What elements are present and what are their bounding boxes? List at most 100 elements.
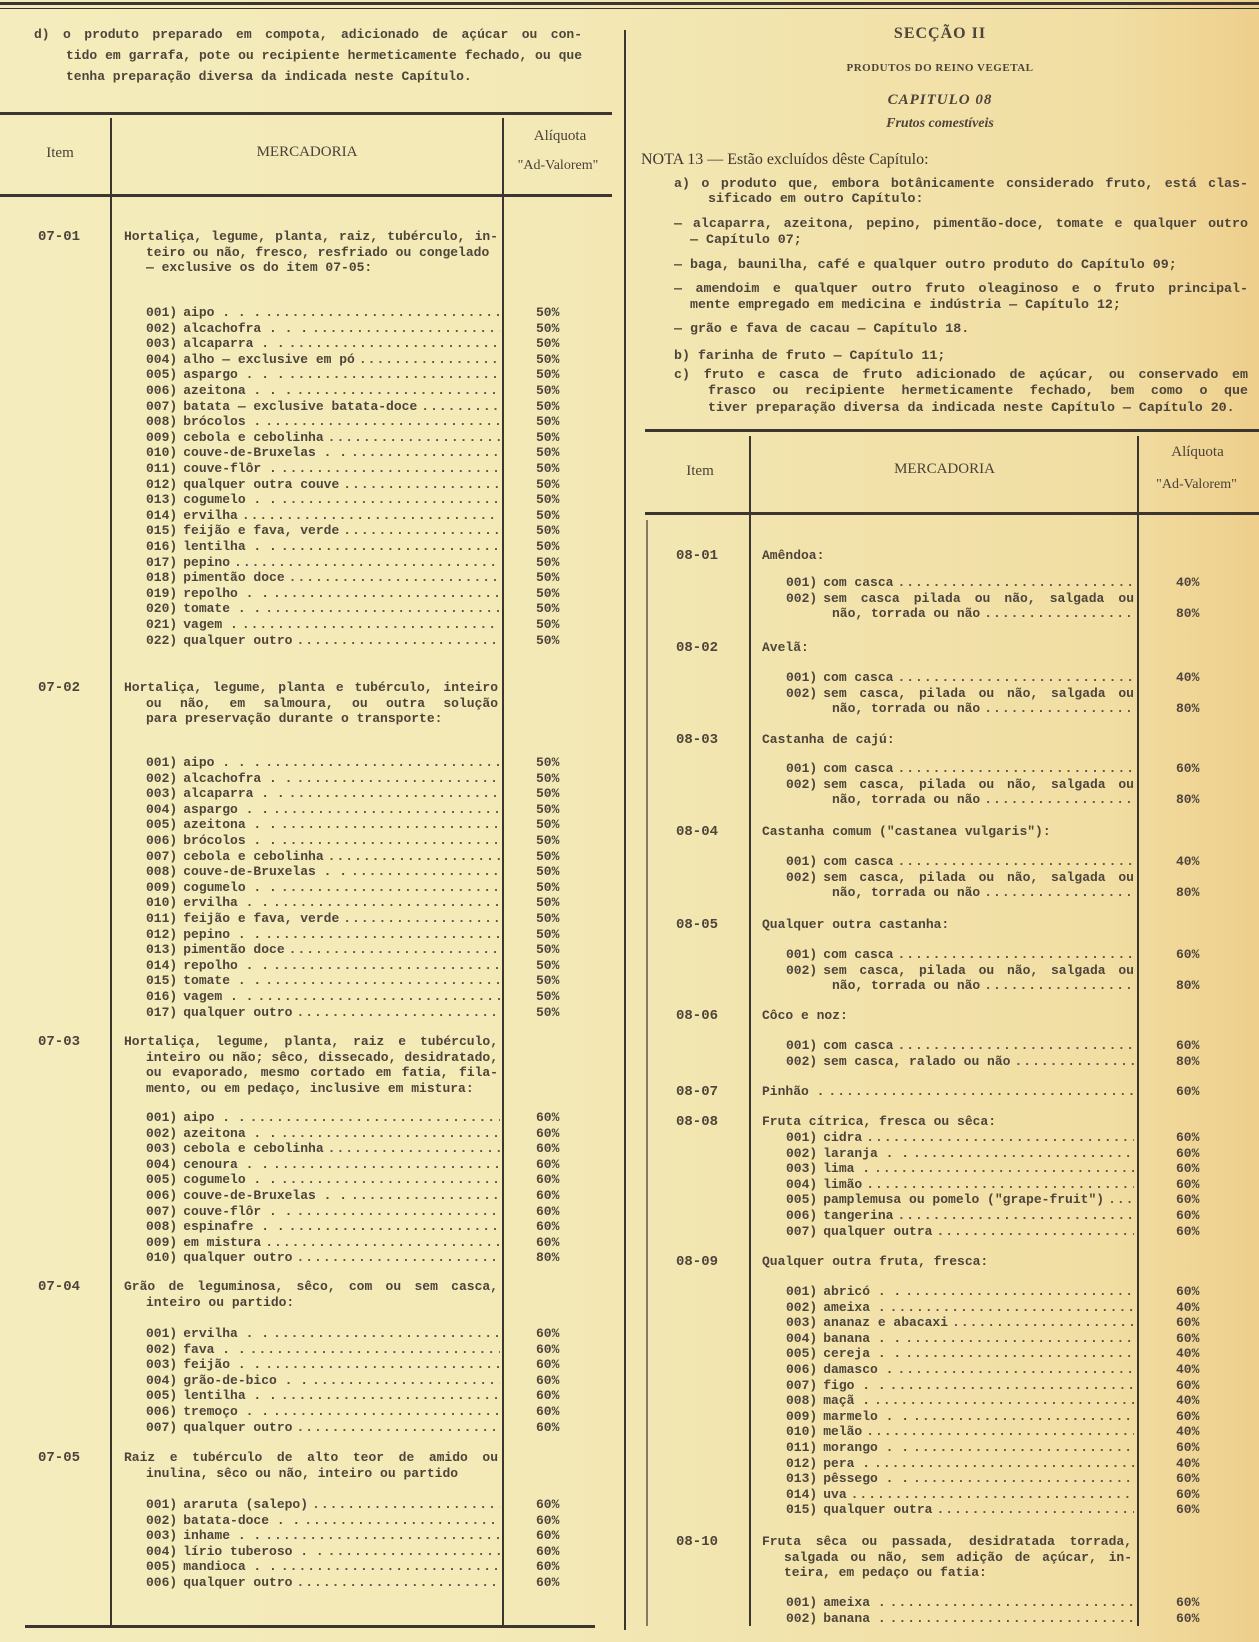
list-item: 002) sem casca, ralado ou não............… xyxy=(786,1054,1134,1070)
item-subcode: 004) xyxy=(786,1330,818,1346)
note-line: — amendoim e qualquer outro fruto oleagi… xyxy=(674,281,1248,296)
note-line: frasco ou recipiente hermeticamente fech… xyxy=(708,383,1248,398)
list-item: 009) em mistura..........................… xyxy=(146,1235,500,1251)
dot-leader: ........................................… xyxy=(280,492,500,508)
rate-value: 50% xyxy=(536,879,560,895)
list-item: 010) couve-de-Bruxelas . ................… xyxy=(146,445,500,461)
rate-value: 50% xyxy=(536,398,560,414)
item-subcode: 011) xyxy=(786,1440,818,1455)
chapter-subtitle: Frutos comestíveis xyxy=(886,116,994,131)
rate-value: 80% xyxy=(1176,1053,1200,1069)
description-line: Raiz e tubérculo de alto teor de amido o… xyxy=(124,1450,498,1465)
item-label: aipo . . . xyxy=(183,755,262,770)
item-code: 08-01 xyxy=(676,548,719,564)
dot-leader: ........................................… xyxy=(280,1172,500,1188)
item-label: com casca xyxy=(823,1038,894,1053)
dot-leader: ........................................… xyxy=(936,1223,1134,1239)
list-item: 011) morango . ..........................… xyxy=(786,1440,1134,1456)
item-subcode: 011) xyxy=(146,911,178,926)
item-subcode: 009) xyxy=(146,1234,178,1250)
list-item: 006) couve-de-Bruxelas . ................… xyxy=(146,1188,500,1204)
list-item: não, torrada ou não.....................… xyxy=(832,885,1134,901)
item-subcode: 005) xyxy=(146,1559,178,1575)
list-item: 010) ervilha . ..........................… xyxy=(146,895,500,911)
item-label: laranja . . xyxy=(823,1145,910,1161)
item-subcode: 008) xyxy=(786,1393,818,1409)
rate-value: 60% xyxy=(536,1575,560,1590)
list-item: 011) couve-flôr .........................… xyxy=(146,461,500,477)
dot-leader: ........................................… xyxy=(984,978,1134,994)
rate-value: 50% xyxy=(536,864,560,880)
list-item: 001) araruta (salepo)....................… xyxy=(146,1497,500,1513)
rate-value: 50% xyxy=(536,351,560,367)
list-item: 002) alcachofra . .......................… xyxy=(146,771,500,787)
item-subcode: 002) xyxy=(786,590,818,606)
list-item: não, torrada ou não.....................… xyxy=(832,792,1134,808)
item-label: lírio tuberoso . . xyxy=(183,1543,324,1559)
rate-value: 50% xyxy=(536,461,560,476)
rate-value: 50% xyxy=(536,429,560,445)
note-line: — Capítulo 07; xyxy=(690,232,802,247)
item-subcode: 007) xyxy=(146,848,178,864)
item-label: alcaparra . . xyxy=(183,786,285,802)
right-header-ad-valorem: "Ad-Valorem" xyxy=(1156,477,1237,492)
item-subcode: 007) xyxy=(786,1223,818,1239)
list-item: 016) lentilha . .........................… xyxy=(146,539,500,555)
item-label: cereja . . xyxy=(823,1346,902,1362)
rate-value: 60% xyxy=(1176,1377,1200,1393)
rate-value: 50% xyxy=(536,539,560,554)
rate-value: 60% xyxy=(536,1219,560,1235)
list-item: 006) tremoço . ..........................… xyxy=(146,1404,500,1420)
item-label: qualquer outra xyxy=(823,1502,933,1518)
rate-value: 50% xyxy=(536,801,560,817)
dot-leader: ........................................… xyxy=(905,1284,1134,1299)
rate-value: 50% xyxy=(536,601,560,617)
item-subcode: 001) xyxy=(146,305,178,320)
list-item: 001) com casca...........................… xyxy=(786,761,1134,777)
item-subcode: 015) xyxy=(786,1502,818,1518)
rate-value: 50% xyxy=(536,492,560,508)
list-item: 001) com casca...........................… xyxy=(786,947,1134,963)
item-subcode: 002) xyxy=(786,776,818,792)
dot-leader: ........................................… xyxy=(265,926,500,942)
left-header-top-rule xyxy=(0,112,612,115)
list-item: 003) feijão . ...........................… xyxy=(146,1357,500,1373)
list-item: 007) qualquer outro......................… xyxy=(146,1420,500,1436)
list-item: 001) aipo . . ...........................… xyxy=(146,755,500,771)
dot-leader: ........................................… xyxy=(343,911,500,926)
item-label: lentilha . . xyxy=(183,1388,277,1404)
item-label: sem casca pilada ou não, salgada ou xyxy=(823,590,1134,606)
rate-value: 60% xyxy=(1176,1208,1200,1223)
dot-leader: ........................................… xyxy=(874,1393,1134,1409)
rate-value: 50% xyxy=(536,942,560,958)
dot-leader: ........................................… xyxy=(936,1502,1134,1518)
list-item: 006) damasco ............................… xyxy=(786,1362,1134,1378)
item-subcode: 012) xyxy=(146,476,178,492)
list-item: 008) maçã ...............................… xyxy=(786,1393,1134,1409)
description-line: teiro ou não, fresco, resfriado ou conge… xyxy=(146,244,490,260)
item-subcode: 002) xyxy=(146,1512,178,1528)
rate-value: 60% xyxy=(536,1528,560,1544)
item-subcode: 002) xyxy=(786,1299,818,1315)
dot-leader: ........................................… xyxy=(288,570,500,586)
left-header-ad-valorem: "Ad-Valorem" xyxy=(517,158,599,173)
rate-value: 50% xyxy=(536,367,560,383)
rate-value: 80% xyxy=(1176,606,1200,622)
list-item: 008) brócolos ...........................… xyxy=(146,414,500,430)
dot-leader: ........................................… xyxy=(897,575,1134,590)
dot-leader: ........................................… xyxy=(249,1110,500,1125)
item-code: 08-05 xyxy=(676,917,719,933)
rate-value: 50% xyxy=(536,632,560,648)
item-label: azeitona . . xyxy=(183,1125,277,1141)
rate-value: 60% xyxy=(536,1357,560,1373)
item-label: cidra xyxy=(823,1130,863,1145)
dot-leader: ........................................… xyxy=(952,1315,1134,1331)
item-label: sem casca, pilada ou não, salgada ou xyxy=(823,869,1134,885)
list-item: 002) sem casca, pilada ou não, salgada ou xyxy=(786,777,1134,793)
item-code: 08-02 xyxy=(676,640,719,656)
item-code: 07-03 xyxy=(38,1034,81,1050)
list-item: 014) repolho . ..........................… xyxy=(146,958,500,974)
rate-value: 60% xyxy=(1176,1176,1200,1192)
dot-leader: ........................................… xyxy=(288,786,500,802)
list-item: 002) sem casca, pilada ou não, salgada ou xyxy=(786,963,1134,979)
